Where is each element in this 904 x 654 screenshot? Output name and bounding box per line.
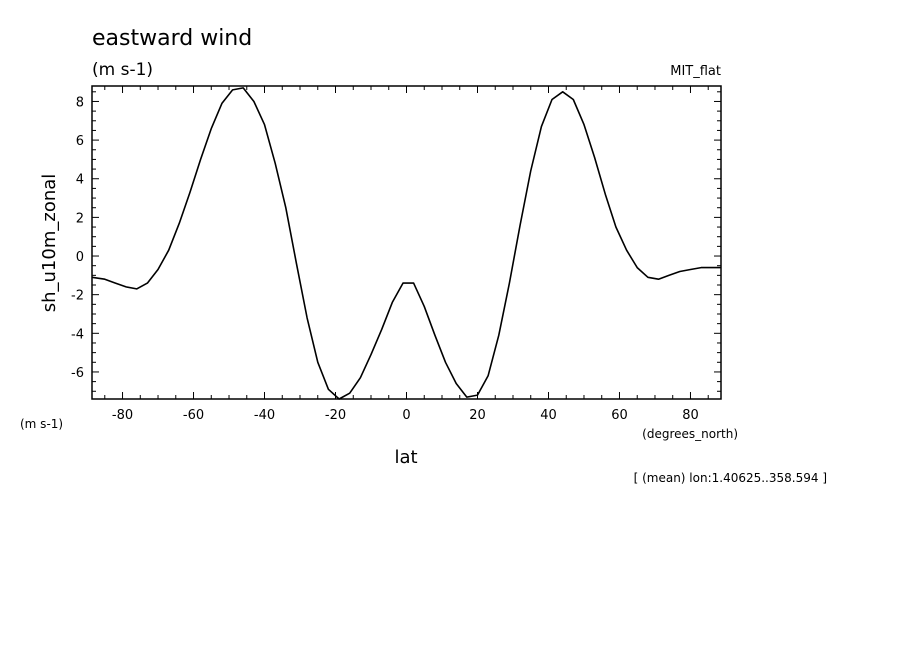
y-axis-units: (m s-1): [20, 417, 63, 431]
y-tick-label: 2: [76, 211, 84, 226]
x-tick-label: 20: [469, 408, 486, 423]
series-line: [91, 87, 721, 400]
x-tick-label: -20: [325, 408, 346, 423]
x-tick-label: 80: [682, 408, 699, 423]
x-axis-units: (degrees_north): [642, 427, 738, 441]
x-tick-label: 0: [402, 408, 410, 423]
y-tick-label: 4: [76, 173, 84, 188]
y-tick-label: -4: [71, 327, 84, 342]
source-label: MIT_flat: [670, 64, 721, 79]
footnote-lon-range: [ (mean) lon:1.40625..358.594 ]: [634, 471, 827, 485]
x-tick-label: -40: [254, 408, 275, 423]
y-tick-label: 6: [76, 134, 84, 149]
series-layer: [91, 87, 721, 400]
chart-subtitle-units: (m s-1): [92, 60, 153, 80]
chart-title: eastward wind: [92, 26, 252, 51]
x-tick-label: 40: [540, 408, 557, 423]
y-tick-label: -6: [71, 366, 84, 381]
x-tick-label: 60: [611, 408, 628, 423]
y-tick-label: 0: [76, 250, 84, 265]
x-tick-label: -60: [183, 408, 204, 423]
y-tick-label: 8: [76, 95, 84, 110]
y-tick-label: -2: [71, 289, 84, 304]
plot-frame: [91, 85, 722, 400]
x-axis-label: lat: [394, 447, 417, 468]
x-tick-label: -80: [112, 408, 133, 423]
y-axis-ticks: -6 -4 -2 0 2 4 6 8: [71, 91, 721, 392]
x-axis-ticks: -80 -60 -40 -20 0 20 40 60 80: [104, 86, 709, 423]
y-axis-label: sh_u10m_zonal: [39, 174, 60, 313]
